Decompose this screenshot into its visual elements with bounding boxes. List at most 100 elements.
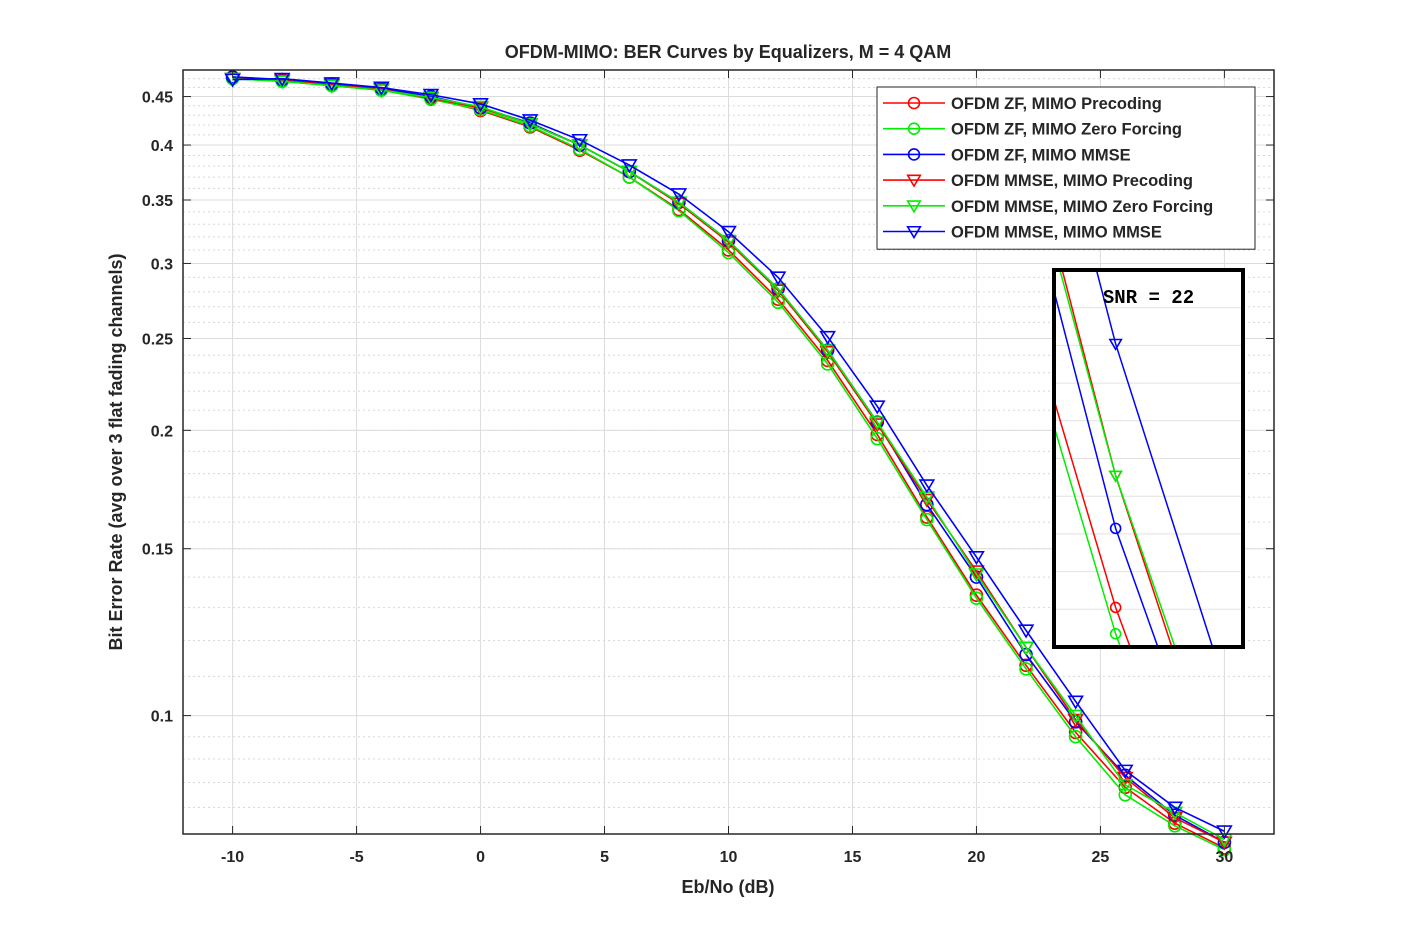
data-point [720, 234, 737, 249]
y-tick-label: 0.45 [142, 90, 173, 107]
data-point [906, 174, 922, 188]
inset-series-5 [1059, 270, 1176, 647]
data-point [472, 97, 489, 113]
data-point [1109, 522, 1122, 535]
data-point [1108, 470, 1123, 483]
data-point [1166, 801, 1184, 816]
inset-content [1054, 270, 1243, 647]
inset-series-line [1054, 425, 1122, 647]
legend-item-2: OFDM ZF, MIMO Zero Forcing [883, 121, 1182, 139]
data-point [571, 133, 589, 149]
data-point [672, 203, 686, 218]
series-layer [224, 70, 1233, 857]
data-point [819, 344, 836, 359]
data-point [1109, 628, 1122, 640]
data-point [906, 200, 922, 214]
data-point [422, 91, 440, 106]
data-point [1116, 764, 1134, 779]
series-line [232, 77, 1225, 832]
legend-item-5: OFDM MMSE, MIMO Zero Forcing [883, 198, 1213, 216]
y-tick-label: 0.2 [151, 423, 173, 440]
data-point [968, 568, 985, 583]
data-point [1067, 695, 1084, 710]
data-point [670, 196, 688, 211]
legend-label: OFDM MMSE, MIMO MMSE [951, 224, 1162, 242]
inset-series-line [1095, 270, 1214, 647]
data-point [1116, 778, 1134, 794]
data-point [373, 84, 390, 99]
inset-frame [1052, 268, 1245, 649]
data-point [521, 118, 539, 133]
x-tick-label: 15 [844, 849, 862, 866]
data-point [819, 345, 836, 360]
x-tick-label: -10 [221, 849, 244, 866]
legend-label: OFDM MMSE, MIMO Zero Forcing [951, 198, 1213, 216]
data-point [323, 79, 341, 94]
inset-zoom: SNR = 22 [1052, 268, 1245, 649]
x-tick-label: 20 [968, 849, 986, 866]
data-point [373, 81, 390, 96]
y-tick-label: 0.4 [151, 138, 173, 155]
data-point [621, 159, 638, 174]
legend-label: OFDM MMSE, MIMO Precoding [951, 172, 1193, 190]
data-point [870, 431, 885, 446]
data-point [968, 565, 985, 580]
x-tick-label: 5 [600, 849, 609, 866]
x-tick-label: 25 [1092, 849, 1110, 866]
inset-series-1 [1054, 399, 1131, 647]
inset-series-line [1054, 399, 1131, 647]
data-point [621, 165, 638, 180]
data-point [1019, 662, 1033, 676]
y-tick-label: 0.25 [142, 331, 173, 348]
data-point [918, 479, 936, 494]
data-point [920, 512, 934, 527]
legend-label: OFDM ZF, MIMO MMSE [951, 146, 1131, 164]
y-axis-label: Bit Error Rate (avg over 3 flat fading c… [106, 253, 126, 650]
data-point [1017, 624, 1035, 639]
data-point [907, 122, 921, 135]
data-point [1217, 842, 1232, 857]
legend-item-1: OFDM ZF, MIMO Precoding [883, 95, 1162, 113]
legend-label: OFDM ZF, MIMO Zero Forcing [951, 121, 1182, 139]
data-point [1118, 787, 1133, 802]
legend-item-6: OFDM MMSE, MIMO MMSE [883, 224, 1162, 242]
data-point [1109, 601, 1122, 614]
legend-item-4: OFDM MMSE, MIMO Precoding [883, 172, 1193, 190]
data-point [868, 400, 886, 415]
legend-item-3: OFDM ZF, MIMO MMSE [883, 146, 1131, 164]
x-tick-label: 10 [720, 849, 738, 866]
data-point [868, 416, 886, 431]
data-point [472, 100, 489, 115]
legend-label: OFDM ZF, MIMO Precoding [951, 95, 1162, 113]
data-point [323, 77, 341, 92]
data-point [720, 225, 737, 240]
data-point [969, 591, 984, 606]
x-tick-label: 30 [1216, 849, 1234, 866]
y-tick-label: 0.35 [142, 193, 173, 210]
inset-series-2 [1054, 425, 1122, 647]
y-tick-label: 0.1 [151, 709, 173, 726]
inset-label: SNR = 22 [1103, 287, 1194, 309]
chart-title: OFDM-MIMO: BER Curves by Equalizers, M =… [505, 42, 952, 62]
legend: OFDM ZF, MIMO Precoding OFDM ZF, MIMO Zer… [876, 86, 1256, 250]
x-tick-label: -5 [349, 849, 363, 866]
inset-series-6 [1095, 270, 1214, 647]
x-tick-label: 0 [476, 849, 485, 866]
data-point [1068, 729, 1083, 744]
data-point [906, 225, 922, 240]
data-point [670, 188, 688, 203]
series-line [232, 77, 1225, 841]
inset-series-line [1054, 290, 1159, 647]
data-point [769, 271, 787, 286]
data-point [521, 114, 539, 129]
data-point [1067, 709, 1084, 724]
legend-box [876, 86, 1256, 250]
data-point [1019, 658, 1033, 673]
data-point [907, 96, 921, 110]
data-point [1116, 771, 1134, 786]
data-point [918, 493, 936, 508]
data-point [907, 148, 921, 161]
data-point [572, 142, 587, 156]
